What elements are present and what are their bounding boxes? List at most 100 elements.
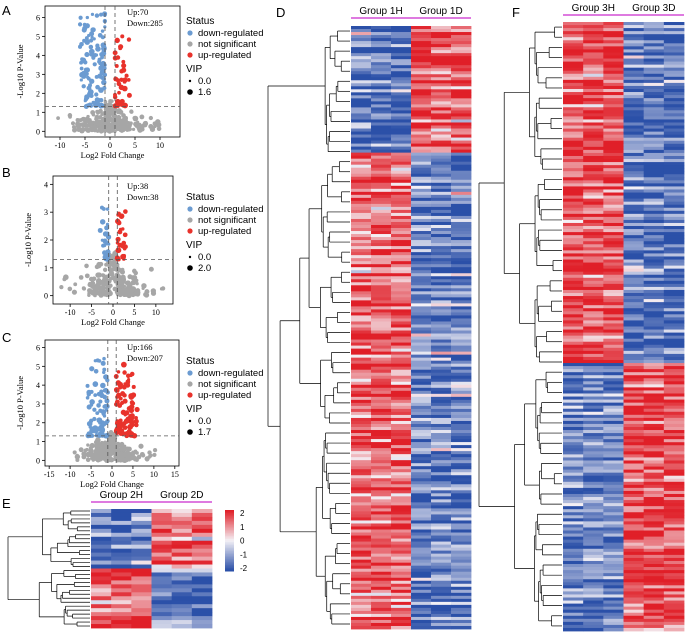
heatmap-cell	[391, 420, 412, 425]
heatmap-cell	[563, 146, 584, 151]
heatmap-cell	[431, 330, 452, 334]
heatmap-cell	[431, 240, 452, 244]
heatmap-cell	[391, 231, 412, 235]
heatmap-cell	[371, 481, 392, 485]
heatmap-cell	[351, 209, 372, 214]
heatmap-cell	[391, 98, 412, 102]
heatmap-cell	[391, 357, 412, 362]
heatmap-cell	[451, 258, 472, 262]
heatmap-cell	[391, 282, 412, 286]
point-down-regulated	[103, 403, 108, 408]
heatmap-cell	[563, 305, 584, 309]
point-down-regulated	[104, 240, 110, 246]
heatmap-cell	[371, 92, 392, 96]
heatmap-cell	[391, 228, 412, 232]
heatmap-cell	[643, 448, 665, 452]
heatmap-cell	[451, 182, 472, 187]
heatmap-cell	[151, 516, 173, 522]
heatmap-cell	[603, 439, 624, 443]
heatmap-cell	[371, 65, 392, 69]
heatmap-cell	[563, 524, 584, 528]
heatmap-cell	[351, 297, 372, 301]
heatmap-cell	[451, 209, 472, 214]
heatmap-cell	[351, 574, 372, 579]
heatmap-cell	[431, 146, 452, 151]
heatmap-cell	[583, 585, 604, 589]
heatmap-cell	[431, 237, 452, 241]
heatmap-cell	[663, 573, 685, 577]
heatmap-cell	[431, 35, 452, 39]
heatmap-cell	[623, 530, 645, 534]
heatmap-cell	[563, 125, 584, 129]
heatmap-cell	[643, 332, 665, 337]
heatmap-cell	[391, 538, 412, 542]
x-tick-label: 0	[108, 141, 112, 150]
heatmap-cell	[583, 570, 604, 574]
heatmap-cell	[451, 300, 472, 304]
heatmap-cell	[563, 527, 584, 531]
heatmap-cell	[603, 283, 624, 288]
point-down-regulated	[84, 23, 90, 29]
point-down-regulated	[95, 84, 100, 90]
heatmap-cell	[583, 180, 604, 184]
heatmap-cell	[351, 197, 372, 202]
heatmap-cell	[451, 240, 472, 244]
heatmap-cell	[91, 512, 112, 518]
heatmap-cell	[431, 315, 452, 319]
heatmap-cell	[451, 155, 472, 160]
heatmap-cell	[351, 345, 372, 350]
heatmap-cell	[563, 79, 584, 84]
heatmap-cell	[431, 200, 452, 205]
heatmap-cell	[371, 538, 392, 542]
heatmap-cell	[623, 323, 645, 327]
heatmap-cell	[643, 116, 665, 120]
heatmap-cell	[603, 539, 624, 544]
heatmap-cell	[191, 624, 213, 629]
heatmap-cell	[643, 222, 665, 227]
heatmap-cell	[431, 231, 452, 235]
heatmap-cell	[623, 320, 645, 324]
point-down-regulated	[103, 374, 109, 380]
heatmap-cell	[583, 524, 604, 528]
heatmap-cell	[563, 168, 584, 172]
point-up-regulated	[125, 416, 132, 423]
heatmap-cell	[411, 601, 432, 606]
heatmap-cell	[371, 547, 392, 552]
heatmap-cell	[431, 393, 452, 398]
heatmap-cell	[583, 207, 604, 212]
point-down-regulated	[98, 399, 103, 404]
heatmap-cell	[603, 305, 624, 309]
heatmap-cell	[643, 460, 665, 464]
heatmap-cell	[643, 518, 665, 522]
heatmap-cell	[583, 426, 604, 431]
heatmap-cell	[583, 134, 604, 139]
heatmap-cell	[603, 116, 624, 120]
heatmap-cell	[603, 603, 624, 608]
heatmap-cell	[583, 484, 604, 489]
heatmap-cell	[411, 360, 432, 365]
heatmap-cell	[411, 59, 432, 63]
heatmap-cell	[563, 472, 584, 477]
point-not-significant	[75, 118, 80, 123]
heatmap-cell	[191, 572, 213, 577]
heatmap-cell	[603, 621, 624, 626]
heatmap-cell	[623, 478, 645, 483]
heatmap-cell	[623, 140, 645, 145]
heatmap-cell	[391, 484, 412, 488]
heatmap-cell	[603, 475, 624, 480]
heatmap-cell	[563, 521, 584, 525]
heatmap-cell	[391, 306, 412, 310]
heatmap-cell	[431, 56, 452, 60]
heatmap-cell	[643, 560, 665, 565]
heatmap-cell	[643, 493, 665, 498]
heatmap-cell	[623, 159, 645, 163]
heatmap-cell	[351, 348, 372, 353]
heatmap-cell	[451, 276, 472, 280]
heatmap-cell	[583, 183, 604, 187]
heatmap-cell	[371, 182, 392, 187]
heatmap-cell	[603, 244, 624, 248]
heatmap-cell	[391, 176, 412, 181]
point-down-regulated	[89, 399, 95, 405]
heatmap-cell	[603, 442, 624, 446]
heatmap-cell	[351, 529, 372, 533]
